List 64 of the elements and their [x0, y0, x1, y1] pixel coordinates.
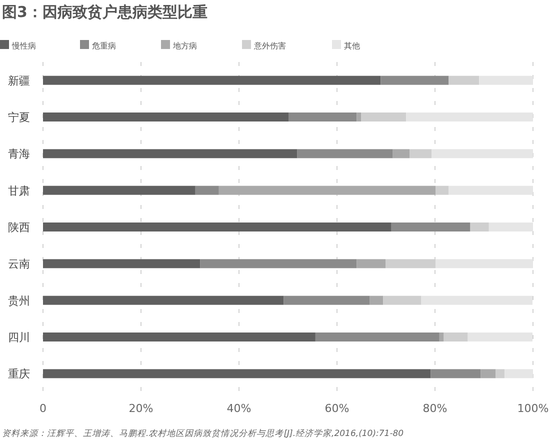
- bar: [480, 369, 496, 378]
- bar: [439, 332, 444, 342]
- y-tick-label: 贵州: [8, 294, 30, 308]
- bar: [43, 259, 200, 268]
- legend-label: 危重病: [92, 42, 116, 50]
- bar: [43, 332, 316, 342]
- bar: [504, 369, 533, 378]
- bar: [432, 149, 533, 158]
- bar: [43, 222, 392, 232]
- y-tick-label: 新疆: [8, 74, 30, 88]
- bar: [470, 222, 489, 232]
- bar: [315, 332, 440, 342]
- bar: [370, 296, 384, 305]
- bar: [468, 332, 533, 342]
- y-tick-label: 重庆: [8, 368, 30, 381]
- bar: [195, 186, 219, 195]
- legend-label: 地方病: [172, 42, 197, 50]
- bar: [43, 76, 381, 85]
- bar: [392, 149, 410, 158]
- bar: [43, 112, 288, 122]
- bar: [297, 149, 393, 158]
- legend-label: 慢性病: [11, 42, 36, 50]
- bar: [448, 76, 480, 85]
- bar: [406, 112, 533, 122]
- x-tick-label: 60%: [324, 402, 350, 415]
- bar: [435, 186, 449, 195]
- bar: [448, 186, 533, 195]
- y-tick-label: 四川: [8, 331, 30, 344]
- chart-title: 图3：因病致贫户患病类型比重: [2, 3, 208, 21]
- bar: [43, 369, 431, 378]
- legend-label: 意外伤害: [253, 42, 286, 50]
- bar: [444, 332, 468, 342]
- y-tick-label: 陕西: [8, 221, 30, 234]
- bar: [361, 112, 406, 122]
- x-tick-label: 0: [40, 402, 46, 415]
- bar: [430, 369, 481, 378]
- x-tick-label: 40%: [226, 402, 252, 415]
- bar: [43, 149, 298, 158]
- bar: [479, 76, 533, 85]
- x-tick-label: 20%: [128, 402, 154, 415]
- bar: [496, 369, 505, 378]
- bar: [410, 149, 432, 158]
- y-tick-label: 云南: [8, 258, 30, 271]
- x-tick-label: 100%: [517, 402, 549, 415]
- bar: [421, 296, 533, 305]
- bar: [218, 186, 436, 195]
- y-tick-label: 宁夏: [8, 111, 30, 124]
- bar: [383, 296, 422, 305]
- text: 资料来源：汪辉平、王增涛、马鹏程.农村地区因病致贫情况分析与思考[J].经济学家,2016,(10):71-80: [2, 428, 404, 439]
- bar: [43, 186, 196, 195]
- y-tick-label: 青海: [8, 148, 30, 161]
- bar: [43, 296, 284, 305]
- bar: [288, 112, 357, 122]
- bar: [356, 259, 386, 268]
- bar: [356, 112, 362, 122]
- bar: [380, 76, 449, 85]
- bar: [391, 222, 470, 232]
- legend-label: 其他: [344, 42, 360, 50]
- bar: [435, 259, 533, 268]
- bar: [488, 222, 533, 232]
- y-tick-label: 甘肃: [8, 184, 30, 198]
- bar: [200, 259, 357, 268]
- bar: [284, 296, 370, 305]
- x-tick-label: 80%: [422, 402, 448, 415]
